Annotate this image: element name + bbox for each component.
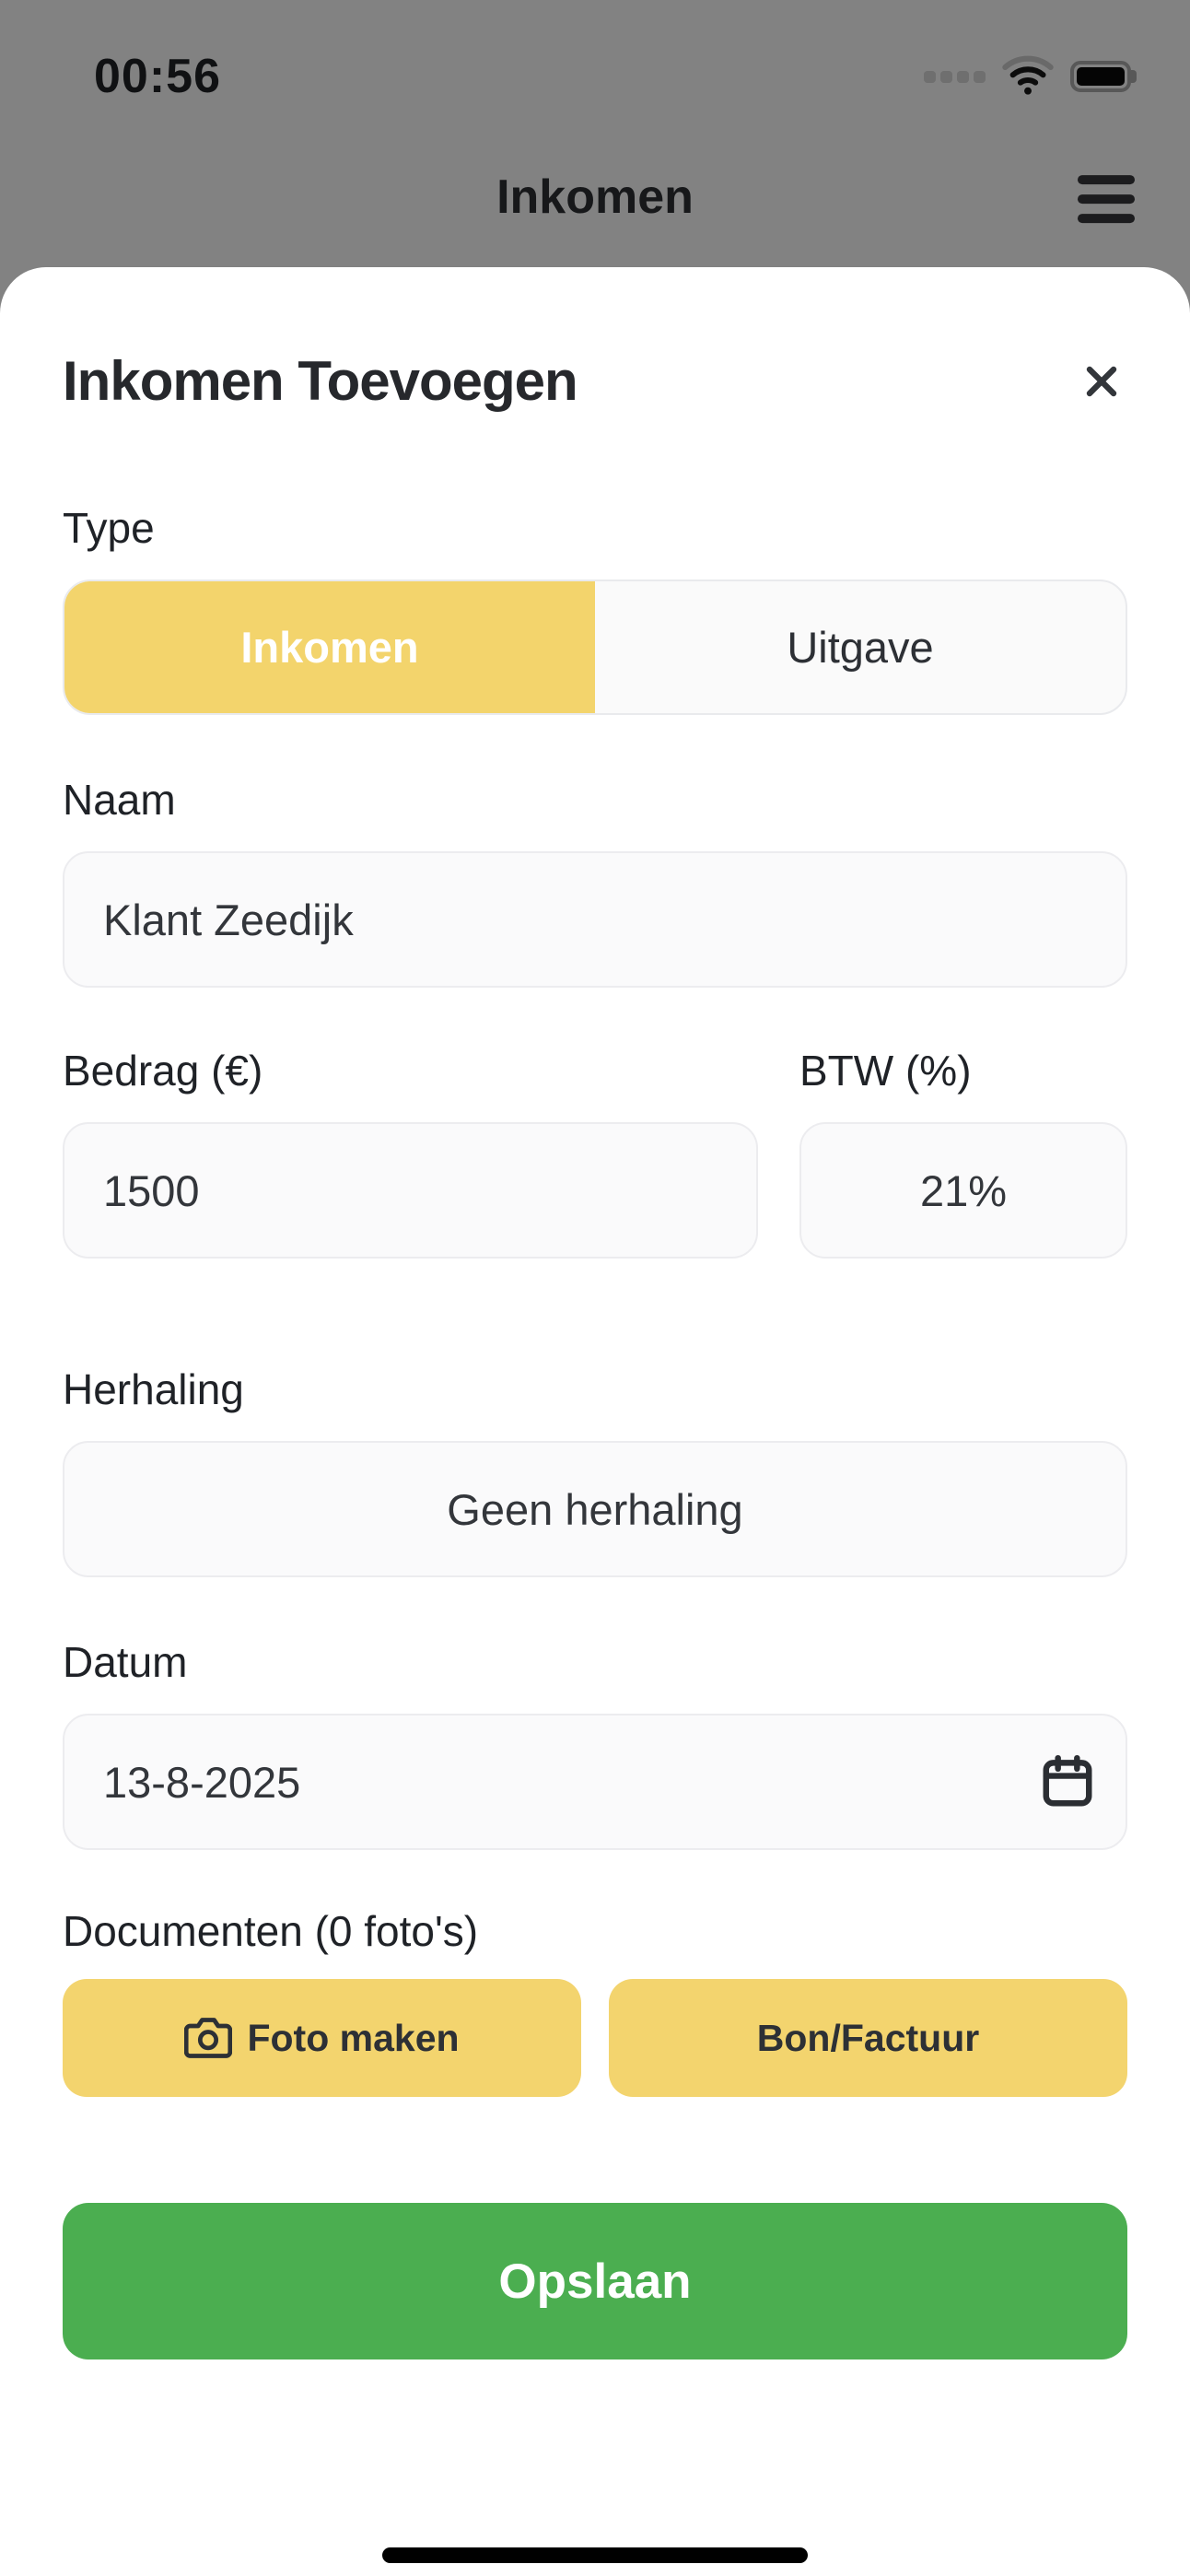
- datum-value: 13-8-2025: [103, 1757, 301, 1807]
- foto-maken-button[interactable]: Foto maken: [63, 1979, 581, 2097]
- wifi-icon: [1002, 55, 1054, 95]
- segment-inkomen[interactable]: Inkomen: [64, 581, 595, 713]
- close-icon: [1086, 366, 1117, 397]
- status-icons: [924, 55, 1137, 99]
- type-label: Type: [63, 504, 155, 552]
- home-indicator[interactable]: [382, 2547, 808, 2563]
- type-segmented-control: Inkomen Uitgave: [63, 580, 1127, 715]
- cellular-signal-icon: [924, 70, 986, 83]
- herhaling-section: Herhaling Geen herhaling: [63, 1364, 1127, 1577]
- add-income-modal: Inkomen Toevoegen Type Inkomen Uitgave N…: [0, 267, 1190, 2576]
- btw-section: BTW (%): [799, 1045, 1127, 1259]
- clock: 00:56: [94, 50, 221, 103]
- datum-input[interactable]: 13-8-2025: [63, 1714, 1127, 1850]
- nav-bar: Inkomen: [0, 127, 1190, 267]
- battery-icon: [1070, 61, 1131, 92]
- herhaling-select[interactable]: Geen herhaling: [63, 1441, 1127, 1577]
- modal-title: Inkomen Toevoegen: [63, 350, 578, 412]
- bon-factuur-label: Bon/Factuur: [756, 2016, 980, 2059]
- segment-uitgave[interactable]: Uitgave: [595, 581, 1126, 713]
- modal-header: Inkomen Toevoegen: [63, 348, 1127, 415]
- bedrag-label: Bedrag (€): [63, 1047, 263, 1095]
- calendar-icon: [1043, 1754, 1092, 1807]
- bedrag-section: Bedrag (€): [63, 1045, 758, 1259]
- datum-section: Datum 13-8-2025: [63, 1636, 1127, 1850]
- battery-nub: [1131, 70, 1137, 83]
- bon-factuur-button[interactable]: Bon/Factuur: [609, 1979, 1127, 2097]
- hamburger-icon: [1078, 175, 1135, 185]
- naam-input[interactable]: [63, 851, 1127, 988]
- type-section: Type Inkomen Uitgave: [63, 502, 1127, 715]
- btw-label: BTW (%): [799, 1047, 972, 1095]
- naam-section: Naam: [63, 774, 1127, 988]
- save-button[interactable]: Opslaan: [63, 2203, 1127, 2359]
- close-button[interactable]: [1076, 356, 1127, 407]
- page-title: Inkomen: [496, 170, 694, 224]
- documenten-label: Documenten (0 foto's): [63, 1907, 479, 1955]
- btw-input[interactable]: [799, 1122, 1127, 1259]
- documenten-buttons: Foto maken Bon/Factuur: [63, 1979, 1127, 2097]
- herhaling-label: Herhaling: [63, 1365, 244, 1413]
- menu-button[interactable]: [1078, 175, 1135, 224]
- amounts-row: Bedrag (€) BTW (%): [63, 1045, 1127, 1259]
- bedrag-input[interactable]: [63, 1122, 758, 1259]
- status-bar: 00:56: [0, 0, 1190, 127]
- documenten-section: Documenten (0 foto's) Foto maken Bon/Fac…: [63, 1905, 1127, 2097]
- datum-label: Datum: [63, 1638, 188, 1686]
- camera-icon: [184, 2018, 233, 2058]
- foto-maken-label: Foto maken: [247, 2016, 460, 2059]
- naam-label: Naam: [63, 776, 176, 824]
